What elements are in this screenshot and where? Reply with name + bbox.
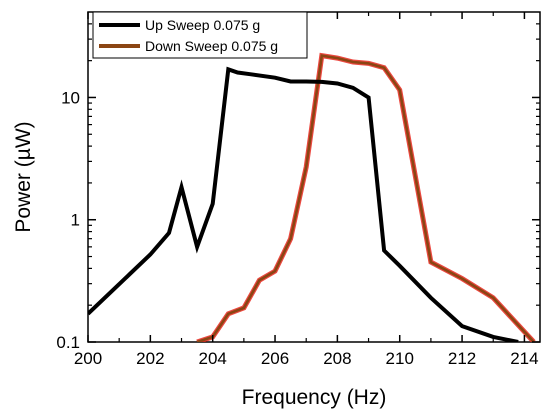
plot-area: 200 202 204 206 208 210 212 214 0.1 1 10 [56, 11, 541, 368]
y-tick-label: 0.1 [56, 333, 80, 352]
series-line-up-sweep [88, 66, 519, 342]
plot-frame [87, 11, 541, 343]
x-axis: 200 202 204 206 208 210 212 214 [74, 12, 539, 368]
legend-box [92, 11, 308, 59]
x-tick-label: 206 [261, 349, 289, 368]
legend-label: Down Sweep 0.075 g [145, 38, 278, 54]
x-tick-label: 212 [448, 349, 476, 368]
x-axis-title: Frequency (Hz) [242, 386, 387, 409]
x-tick-label: 208 [323, 349, 351, 368]
y-tick-label: 1 [71, 211, 80, 230]
series-layer [88, 52, 536, 342]
x-tick-label: 202 [136, 349, 164, 368]
legend: Up Sweep 0.075 g Down Sweep 0.075 g [92, 11, 308, 59]
y-axis-title: Power (µW) [12, 121, 35, 232]
x-tick-label: 210 [386, 349, 414, 368]
y-tick-label: 10 [61, 88, 80, 107]
x-tick-label: 204 [199, 349, 227, 368]
series-line-down-sweep [196, 54, 535, 342]
y-axis: 0.1 1 10 [56, 23, 540, 352]
x-tick-label: 200 [74, 349, 102, 368]
x-tick-label: 214 [510, 349, 538, 368]
legend-label: Up Sweep 0.075 g [145, 17, 260, 33]
